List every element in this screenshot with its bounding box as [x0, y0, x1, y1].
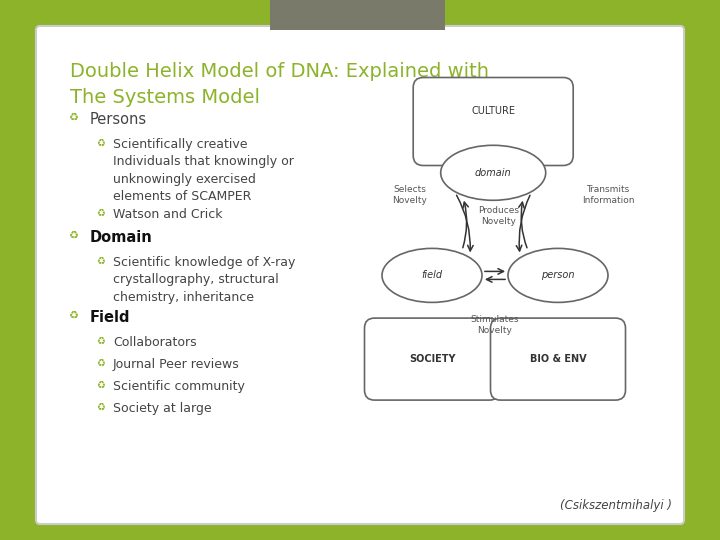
Text: Stimulates
Novelty: Stimulates Novelty [471, 315, 519, 335]
Text: ♻: ♻ [96, 402, 104, 412]
Text: Scientific community: Scientific community [113, 380, 245, 393]
Text: Selects
Novelty: Selects Novelty [392, 185, 428, 205]
Text: person: person [541, 271, 575, 280]
Text: Produces
Novelty: Produces Novelty [477, 206, 518, 226]
Ellipse shape [382, 248, 482, 302]
Text: SOCIETY: SOCIETY [409, 354, 455, 364]
Text: Double Helix Model of DNA: Explained with: Double Helix Model of DNA: Explained wit… [70, 62, 489, 81]
Ellipse shape [441, 145, 546, 200]
Text: Persons: Persons [90, 112, 147, 127]
Text: ♻: ♻ [96, 336, 104, 346]
Text: ♻: ♻ [96, 256, 104, 266]
Text: ♻: ♻ [96, 380, 104, 390]
Text: ♻: ♻ [96, 138, 104, 148]
Text: field: field [421, 271, 443, 280]
FancyBboxPatch shape [364, 318, 500, 400]
Text: Scientific knowledge of X-ray
crystallography, structural
chemistry, inheritance: Scientific knowledge of X-ray crystallog… [113, 256, 295, 304]
FancyBboxPatch shape [413, 78, 573, 165]
Text: Scientifically creative
Individuals that knowingly or
unknowingly exercised
elem: Scientifically creative Individuals that… [113, 138, 294, 204]
FancyBboxPatch shape [490, 318, 626, 400]
Text: ♻: ♻ [96, 358, 104, 368]
Text: BIO & ENV: BIO & ENV [530, 354, 586, 364]
Text: ♻: ♻ [68, 112, 78, 122]
Text: Collaborators: Collaborators [113, 336, 197, 349]
Text: Society at large: Society at large [113, 402, 212, 415]
Text: domain: domain [475, 168, 511, 178]
Text: (Csikszentmihalyi ): (Csikszentmihalyi ) [560, 499, 672, 512]
Text: Watson and Crick: Watson and Crick [113, 208, 222, 221]
Text: Domain: Domain [90, 230, 153, 245]
Text: Transmits
Information: Transmits Information [582, 185, 634, 205]
Text: ♻: ♻ [68, 310, 78, 320]
Text: ♻: ♻ [96, 208, 104, 218]
Bar [270, 0, 445, 30]
Text: CULTURE: CULTURE [471, 106, 516, 117]
FancyBboxPatch shape [36, 26, 684, 524]
Text: Journal Peer reviews: Journal Peer reviews [113, 358, 240, 371]
Ellipse shape [508, 248, 608, 302]
Text: ♻: ♻ [68, 230, 78, 240]
Text: Field: Field [90, 310, 130, 325]
Text: The Systems Model: The Systems Model [70, 88, 260, 107]
